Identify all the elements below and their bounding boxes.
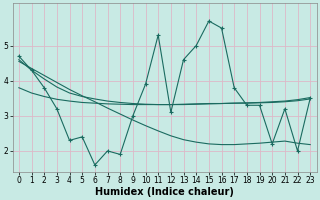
X-axis label: Humidex (Indice chaleur): Humidex (Indice chaleur) <box>95 187 234 197</box>
